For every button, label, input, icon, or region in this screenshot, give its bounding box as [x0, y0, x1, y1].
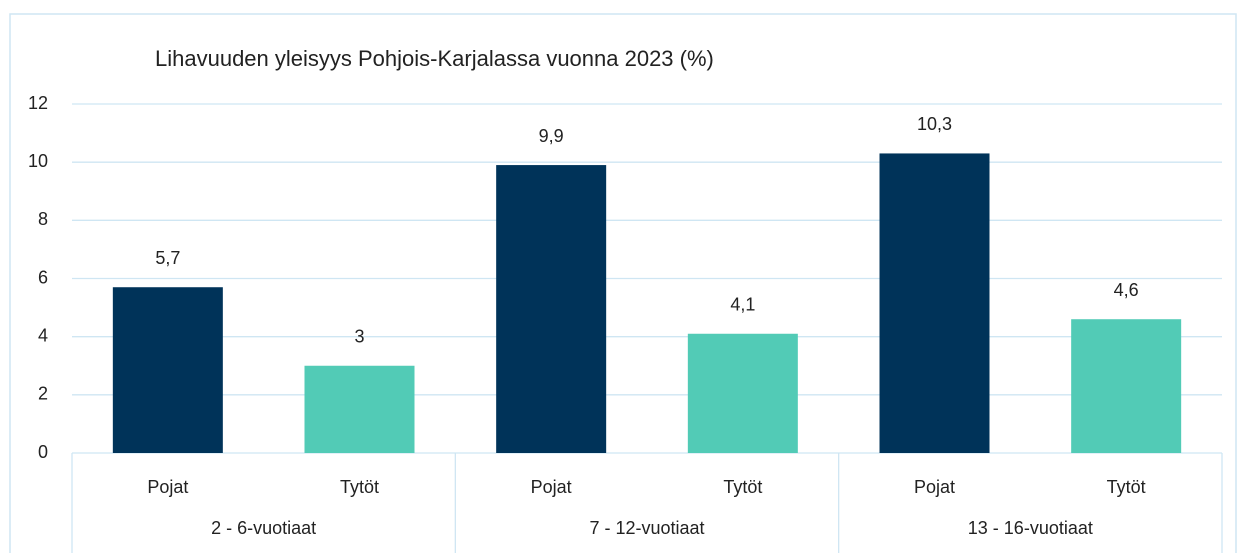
- chart-frame: [9, 13, 1237, 553]
- x-tick-label: Pojat: [531, 477, 572, 497]
- data-label: 4,6: [1114, 280, 1139, 300]
- y-tick-label: 4: [38, 325, 48, 345]
- bar: [1071, 319, 1182, 453]
- x-tick-label: Tytöt: [1107, 477, 1146, 497]
- y-tick-label: 6: [38, 267, 48, 287]
- y-tick-label: 12: [28, 93, 48, 113]
- y-tick-label: 0: [38, 442, 48, 462]
- bar: [687, 333, 798, 453]
- bar: [304, 365, 415, 453]
- x-tick-label: Pojat: [147, 477, 188, 497]
- data-label: 3: [354, 327, 364, 347]
- group-label: 2 - 6-vuotiaat: [211, 518, 316, 538]
- x-tick-label: Pojat: [914, 477, 955, 497]
- data-label: 9,9: [539, 126, 564, 146]
- x-tick-label: Tytöt: [723, 477, 762, 497]
- bar: [496, 165, 607, 453]
- group-label: 13 - 16-vuotiaat: [968, 518, 1093, 538]
- y-tick-label: 8: [38, 209, 48, 229]
- data-label: 10,3: [917, 114, 952, 134]
- bar: [112, 287, 223, 453]
- bar: [879, 153, 990, 454]
- x-tick-label: Tytöt: [340, 477, 379, 497]
- chart-title: Lihavuuden yleisyys Pohjois-Karjalassa v…: [155, 46, 714, 71]
- y-tick-label: 10: [28, 151, 48, 171]
- data-label: 4,1: [730, 295, 755, 315]
- y-tick-label: 2: [38, 384, 48, 404]
- data-label: 5,7: [155, 248, 180, 268]
- group-label: 7 - 12-vuotiaat: [589, 518, 704, 538]
